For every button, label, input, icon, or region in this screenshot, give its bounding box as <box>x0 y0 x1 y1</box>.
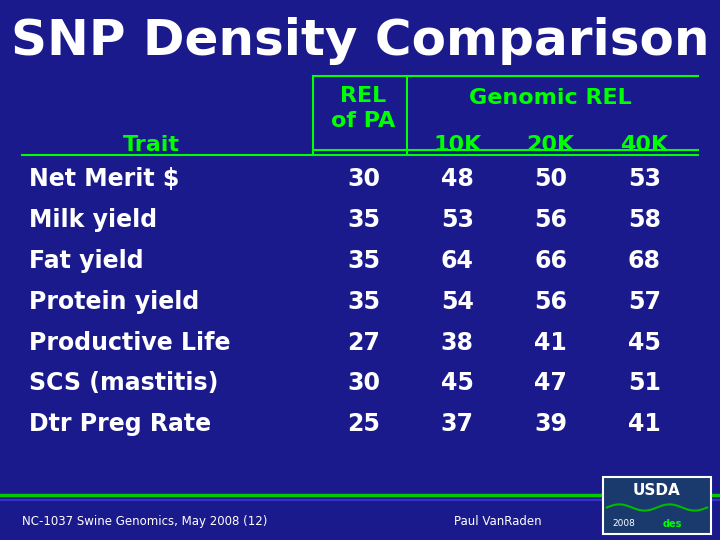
Text: USDA: USDA <box>632 483 680 498</box>
Text: 35: 35 <box>347 249 380 273</box>
Text: Trait: Trait <box>122 135 179 155</box>
Text: 66: 66 <box>534 249 567 273</box>
Text: 25: 25 <box>347 412 380 436</box>
Text: Net Merit $: Net Merit $ <box>29 167 179 191</box>
Text: 37: 37 <box>441 412 474 436</box>
Text: 40K: 40K <box>621 135 668 155</box>
Text: 45: 45 <box>441 372 474 395</box>
Text: Dtr Preg Rate: Dtr Preg Rate <box>29 412 211 436</box>
Text: 2008: 2008 <box>612 519 635 528</box>
Text: Paul VanRaden: Paul VanRaden <box>454 515 541 528</box>
Text: SNP Density Comparison: SNP Density Comparison <box>11 17 709 65</box>
Text: 27: 27 <box>347 330 380 354</box>
Text: 57: 57 <box>628 290 661 314</box>
Text: 56: 56 <box>534 290 567 314</box>
Text: 20K: 20K <box>527 135 575 155</box>
Text: REL
of PA: REL of PA <box>331 86 396 131</box>
Text: 30: 30 <box>347 372 380 395</box>
Text: 48: 48 <box>441 167 474 191</box>
Text: 35: 35 <box>347 208 380 232</box>
Text: NC-1037 Swine Genomics, May 2008 (12): NC-1037 Swine Genomics, May 2008 (12) <box>22 515 267 528</box>
Text: 53: 53 <box>628 167 661 191</box>
Text: 41: 41 <box>628 412 661 436</box>
Text: 47: 47 <box>534 372 567 395</box>
Text: 56: 56 <box>534 208 567 232</box>
Text: 64: 64 <box>441 249 474 273</box>
Text: des: des <box>662 518 682 529</box>
Text: 45: 45 <box>628 330 661 354</box>
Text: Fat yield: Fat yield <box>29 249 143 273</box>
Text: 50: 50 <box>534 167 567 191</box>
Text: 41: 41 <box>534 330 567 354</box>
Text: Productive Life: Productive Life <box>29 330 230 354</box>
Text: 53: 53 <box>441 208 474 232</box>
Text: Milk yield: Milk yield <box>29 208 157 232</box>
Text: 35: 35 <box>347 290 380 314</box>
Text: 30: 30 <box>347 167 380 191</box>
Text: 58: 58 <box>628 208 661 232</box>
Text: 38: 38 <box>441 330 474 354</box>
Text: 51: 51 <box>628 372 661 395</box>
Text: Genomic REL: Genomic REL <box>469 88 632 109</box>
Text: Protein yield: Protein yield <box>29 290 199 314</box>
FancyBboxPatch shape <box>603 477 711 534</box>
Text: 39: 39 <box>534 412 567 436</box>
Text: 68: 68 <box>628 249 661 273</box>
Text: SCS (mastitis): SCS (mastitis) <box>29 372 218 395</box>
Text: 54: 54 <box>441 290 474 314</box>
Text: 10K: 10K <box>433 135 482 155</box>
